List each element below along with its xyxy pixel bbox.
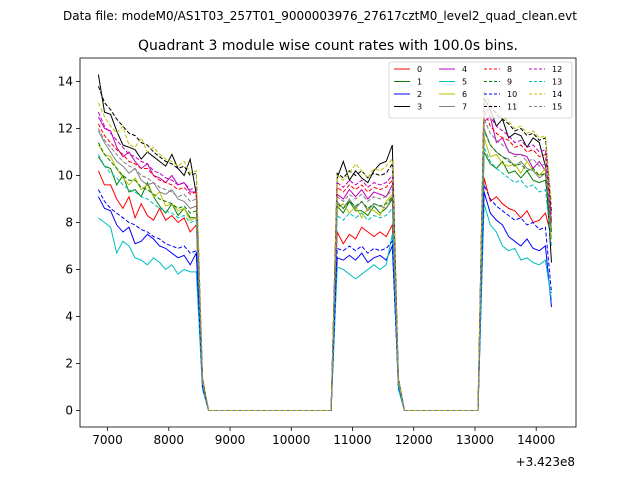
suptitle: Data file: modeM0/AS1T03_257T01_90000039… xyxy=(63,9,577,23)
x-tick-label: 12000 xyxy=(395,433,433,447)
legend-label-11: 11 xyxy=(507,103,517,112)
series-line-15 xyxy=(97,118,552,411)
x-tick-label: 8000 xyxy=(154,433,185,447)
y-tick-label: 14 xyxy=(58,75,73,89)
legend-label-13: 13 xyxy=(552,78,562,87)
y-axis: 0 2 4 6 8 10 12 14 xyxy=(58,75,80,418)
x-tick-label: 14000 xyxy=(517,433,555,447)
legend-label-2: 2 xyxy=(417,90,422,99)
legend-label-9: 9 xyxy=(507,78,512,87)
legend-label-7: 7 xyxy=(462,103,467,112)
x-tick-label: 10000 xyxy=(272,433,310,447)
series-line-5 xyxy=(98,203,552,411)
y-tick-label: 10 xyxy=(58,169,73,183)
series-layer xyxy=(97,74,552,411)
legend-label-6: 6 xyxy=(462,90,467,99)
x-tick-label: 9000 xyxy=(215,433,246,447)
series-line-13 xyxy=(97,147,552,411)
legend-label-15: 15 xyxy=(552,103,562,112)
legend-label-3: 3 xyxy=(417,103,422,112)
axes-frame xyxy=(79,57,577,428)
legend-label-1: 1 xyxy=(417,78,422,87)
legend-label-14: 14 xyxy=(552,90,562,99)
legend-label-12: 12 xyxy=(552,65,562,74)
series-line-12 xyxy=(97,102,552,411)
y-tick-label: 12 xyxy=(58,122,73,136)
series-line-10 xyxy=(97,184,552,411)
y-tick-label: 2 xyxy=(65,357,73,371)
y-tick-label: 0 xyxy=(65,404,73,418)
legend-label-5: 5 xyxy=(462,78,467,87)
x-offset-text: +3.423e8 xyxy=(516,455,575,469)
x-axis: 7000 8000 9000 10000 11000 12000 13000 14000 xyxy=(92,427,555,447)
legend-label-4: 4 xyxy=(462,65,467,74)
legend-label-8: 8 xyxy=(507,65,512,74)
x-tick-label: 7000 xyxy=(92,433,123,447)
y-tick-label: 8 xyxy=(65,216,73,230)
x-tick-label: 11000 xyxy=(333,433,371,447)
legend-label-10: 10 xyxy=(507,90,517,99)
y-tick-label: 6 xyxy=(65,263,73,277)
chart-title: Quadrant 3 module wise count rates with … xyxy=(138,38,518,54)
legend-box xyxy=(388,61,573,119)
legend-label-0: 0 xyxy=(417,65,422,74)
y-tick-label: 4 xyxy=(65,310,73,324)
x-tick-label: 13000 xyxy=(456,433,494,447)
